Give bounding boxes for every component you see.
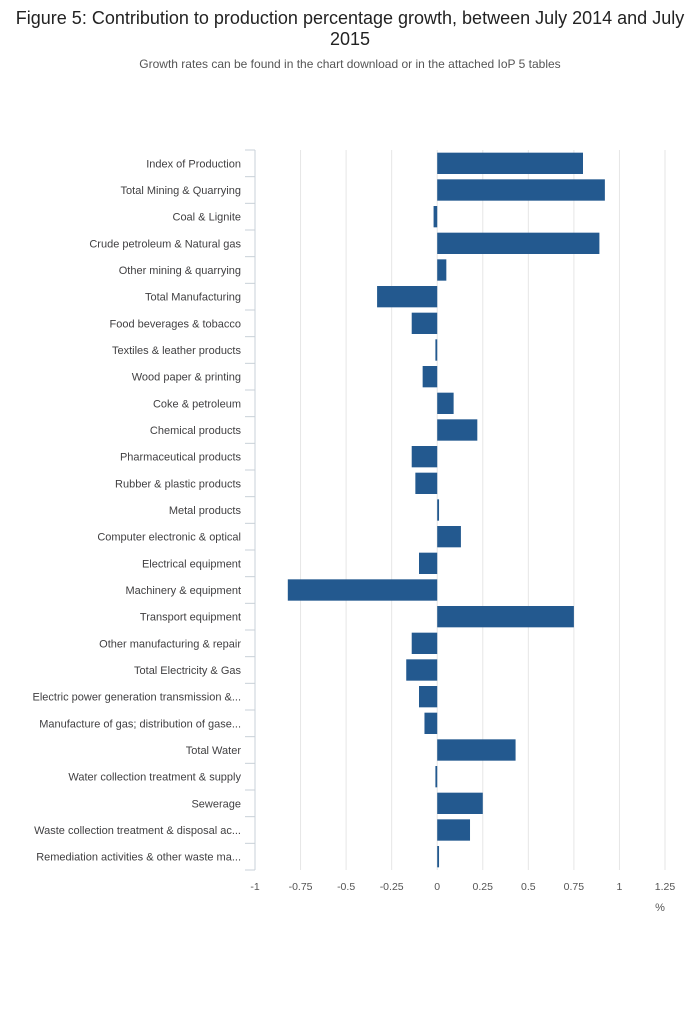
category-label: Water collection treatment & supply — [68, 772, 241, 784]
bar — [435, 339, 438, 361]
category-label: Electric power generation transmission &… — [33, 692, 241, 704]
x-tick-label: 0.5 — [521, 881, 536, 893]
bar — [437, 739, 516, 761]
x-tick-label: -0.25 — [380, 881, 404, 893]
bar — [419, 686, 438, 708]
bar — [415, 472, 438, 494]
bar — [437, 179, 605, 201]
category-label: Machinery & equipment — [125, 585, 241, 597]
bar — [411, 312, 438, 334]
x-tick-label: -1 — [250, 881, 259, 893]
x-tick-label: 0 — [434, 881, 440, 893]
bar — [411, 632, 438, 654]
bar — [437, 232, 600, 254]
x-tick-label: -0.5 — [337, 881, 355, 893]
bar — [437, 259, 447, 281]
category-label: Total Mining & Quarrying — [121, 185, 241, 197]
x-tick-label: 1 — [617, 881, 623, 893]
category-label: Crude petroleum & Natural gas — [89, 238, 241, 250]
category-label: Coal & Lignite — [173, 212, 242, 224]
category-label: Coke & petroleum — [153, 398, 241, 410]
bar — [411, 446, 438, 468]
category-label: Remediation activities & other waste ma.… — [36, 852, 241, 864]
chart-subtitle: Growth rates can be found in the chart d… — [139, 57, 561, 71]
bar — [377, 286, 438, 308]
category-label: Electrical equipment — [142, 558, 241, 570]
category-label: Sewerage — [191, 798, 241, 810]
bar — [433, 206, 438, 228]
bar — [437, 499, 440, 521]
bar — [419, 552, 438, 574]
bar — [424, 712, 438, 734]
bar — [437, 792, 483, 814]
category-label: Computer electronic & optical — [97, 532, 241, 544]
category-label: Wood paper & printing — [132, 372, 241, 384]
category-label: Rubber & plastic products — [115, 478, 241, 490]
bar — [437, 152, 583, 174]
bar — [437, 606, 574, 628]
bar — [437, 392, 454, 414]
category-label: Textiles & leather products — [112, 345, 242, 357]
category-label: Transport equipment — [140, 612, 241, 624]
bar — [437, 419, 478, 441]
category-label: Total Manufacturing — [145, 292, 241, 304]
category-label: Chemical products — [150, 425, 242, 437]
bar — [437, 526, 461, 548]
bar — [435, 766, 438, 788]
category-label: Total Water — [186, 745, 242, 757]
category-label: Other manufacturing & repair — [99, 638, 241, 650]
category-label: Pharmaceutical products — [120, 452, 242, 464]
chart-title: Figure 5: Contribution to production per… — [15, 8, 685, 49]
bar — [406, 659, 438, 681]
category-label: Total Electricity & Gas — [134, 665, 241, 677]
x-tick-label: -0.75 — [289, 881, 313, 893]
category-label: Manufacture of gas; distribution of gase… — [39, 718, 241, 730]
x-tick-label: 0.25 — [473, 881, 494, 893]
category-label: Food beverages & tobacco — [110, 318, 241, 330]
bar — [422, 366, 438, 388]
category-label: Waste collection treatment & disposal ac… — [34, 825, 241, 837]
category-label: Other mining & quarrying — [119, 265, 241, 277]
x-tick-label: 0.75 — [564, 881, 585, 893]
category-label: Metal products — [169, 505, 242, 517]
bar — [437, 846, 440, 868]
bar — [287, 579, 438, 601]
x-tick-label: 1.25 — [655, 881, 676, 893]
category-label: Index of Production — [146, 158, 241, 170]
x-axis-unit-label: % — [655, 902, 665, 914]
bar — [437, 819, 471, 841]
